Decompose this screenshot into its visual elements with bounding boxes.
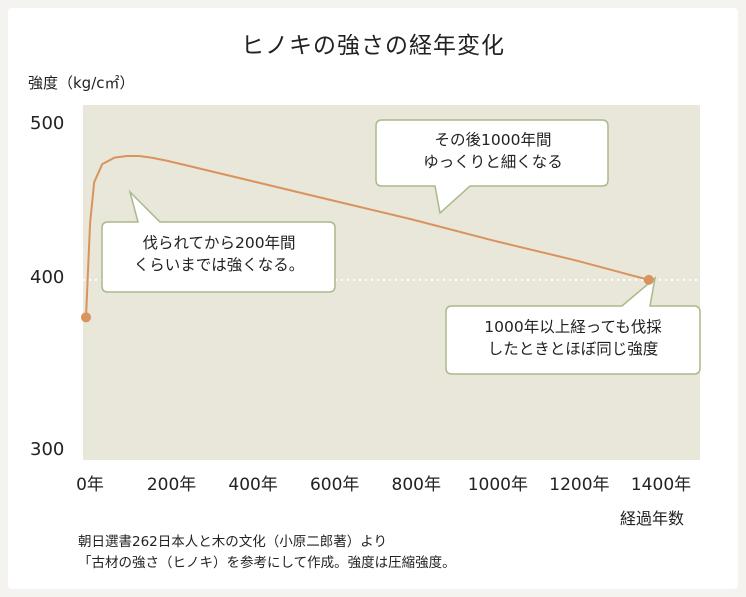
y-tick-label: 400 xyxy=(30,267,65,288)
callout-left-line2: くらいまでは強くなる。 xyxy=(133,256,305,274)
end-point xyxy=(643,274,654,285)
x-tick-label: 1000年 xyxy=(467,475,528,495)
series-line xyxy=(85,155,650,318)
callout-right-line1: 1000年以上経っても伐採 xyxy=(484,318,662,336)
callout-left-bubble xyxy=(101,189,336,293)
x-tick-label: 0年 xyxy=(76,475,104,495)
callout-right-line2: したときとほぼ同じ強度 xyxy=(487,340,659,358)
y-axis-label: 強度（kg/c㎡） xyxy=(28,74,135,92)
x-tick-label: 600年 xyxy=(309,475,360,495)
callout-right-bubble xyxy=(445,276,701,375)
x-tick-label: 200年 xyxy=(146,475,197,495)
callout-left-line1: 伐られてから200年間 xyxy=(142,234,296,252)
callout-top-line1: その後1000年間 xyxy=(434,131,552,149)
source-note-line1: 朝日選書262日本人と木の文化（小原二郎著）より xyxy=(78,534,387,550)
y-tick-label: 500 xyxy=(30,113,65,134)
callout-top: その後1000年間 ゆっくりと細くなる xyxy=(378,129,608,173)
x-tick-label: 800年 xyxy=(391,475,442,495)
callout-top-bubble xyxy=(375,119,609,215)
y-tick-label: 300 xyxy=(30,439,65,460)
x-axis-label: 経過年数 xyxy=(620,509,685,528)
start-point xyxy=(81,312,91,323)
x-tick-label: 1400年 xyxy=(630,475,692,495)
callout-right: 1000年以上経っても伐採 したときとほぼ同じ強度 xyxy=(448,316,698,360)
callout-top-line2: ゆっくりと細くなる xyxy=(423,153,563,171)
x-tick-label: 400年 xyxy=(228,475,278,495)
x-tick-label: 1200年 xyxy=(549,475,610,495)
source-note-line2: 「古材の強さ（ヒノキ）を参考にして作成。強度は圧縮強度。 xyxy=(78,555,456,571)
callout-left: 伐られてから200年間 くらいまでは強くなる。 xyxy=(104,232,334,276)
chart-title: ヒノキの強さの経年変化 xyxy=(241,33,505,59)
